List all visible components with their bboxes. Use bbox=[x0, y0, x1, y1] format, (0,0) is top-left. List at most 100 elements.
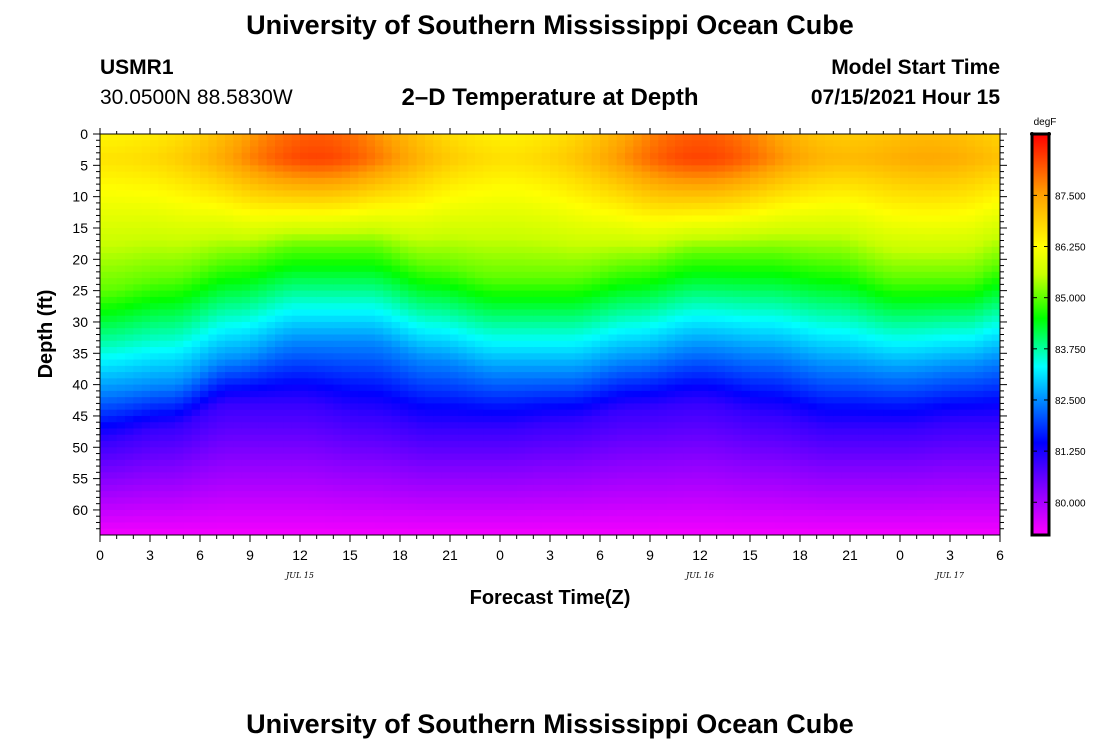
heatmap-cell bbox=[525, 278, 534, 285]
heatmap-cell bbox=[133, 447, 143, 455]
heatmap-cell bbox=[141, 384, 151, 392]
heatmap-cell bbox=[708, 215, 718, 223]
heatmap-cell bbox=[600, 516, 609, 524]
heatmap-cell bbox=[541, 265, 551, 273]
heatmap-cell bbox=[350, 441, 359, 448]
heatmap-cell bbox=[316, 390, 326, 398]
heatmap-cell bbox=[500, 503, 509, 511]
heatmap-cell bbox=[691, 271, 701, 279]
heatmap-cell bbox=[625, 497, 634, 505]
heatmap-cell bbox=[283, 397, 293, 405]
heatmap-cell bbox=[458, 140, 468, 148]
heatmap-cell bbox=[458, 284, 468, 292]
heatmap-cell bbox=[266, 441, 276, 448]
heatmap-cell bbox=[400, 466, 409, 473]
heatmap-cell bbox=[250, 422, 259, 430]
heatmap-cell bbox=[275, 271, 284, 279]
heatmap-cell bbox=[241, 165, 251, 173]
heatmap-cell bbox=[591, 209, 601, 217]
heatmap-cell bbox=[116, 390, 126, 398]
heatmap-cell bbox=[508, 227, 518, 235]
heatmap-cell bbox=[608, 428, 618, 436]
heatmap-cell bbox=[316, 234, 326, 242]
heatmap-cell bbox=[308, 240, 318, 248]
heatmap-cell bbox=[291, 422, 301, 430]
heatmap-cell bbox=[641, 165, 651, 173]
heatmap-cell bbox=[558, 390, 568, 398]
heatmap-cell bbox=[333, 491, 343, 499]
heatmap-cell bbox=[666, 152, 676, 160]
heatmap-cell bbox=[350, 415, 359, 423]
heatmap-cell bbox=[133, 259, 143, 267]
heatmap-cell bbox=[325, 171, 334, 179]
heatmap-cell bbox=[733, 221, 743, 229]
heatmap-cell bbox=[450, 509, 459, 517]
heatmap-cell bbox=[408, 528, 418, 535]
heatmap-cell bbox=[700, 522, 709, 530]
heatmap-cell bbox=[466, 478, 476, 486]
heatmap-cell bbox=[733, 246, 743, 254]
heatmap-cell bbox=[258, 359, 268, 367]
heatmap-cell bbox=[658, 196, 668, 204]
heatmap-cell bbox=[266, 221, 276, 229]
heatmap-cell bbox=[350, 165, 359, 173]
heatmap-cell bbox=[616, 221, 626, 229]
heatmap-cell bbox=[350, 353, 359, 361]
heatmap-cell bbox=[658, 522, 668, 530]
heatmap-cell bbox=[200, 384, 209, 392]
heatmap-cell bbox=[675, 184, 684, 191]
heatmap-cell bbox=[325, 253, 334, 260]
heatmap-cell bbox=[308, 466, 318, 473]
heatmap-cell bbox=[325, 134, 334, 141]
heatmap-cell bbox=[625, 221, 634, 229]
heatmap-cell bbox=[391, 390, 401, 398]
heatmap-cell bbox=[358, 491, 368, 499]
heatmap-cell bbox=[500, 234, 509, 242]
heatmap-cell bbox=[275, 140, 284, 148]
heatmap-cell bbox=[266, 165, 276, 173]
heatmap-cell bbox=[391, 478, 401, 486]
heatmap-cell bbox=[233, 497, 243, 505]
heatmap-cell bbox=[608, 497, 618, 505]
heatmap-cell bbox=[475, 284, 484, 292]
heatmap-cell bbox=[458, 221, 468, 229]
heatmap-cell bbox=[475, 196, 484, 204]
heatmap-cell bbox=[700, 528, 709, 535]
heatmap-cell bbox=[283, 378, 293, 386]
heatmap-cell bbox=[458, 177, 468, 185]
heatmap-cell bbox=[691, 365, 701, 373]
heatmap-cell bbox=[691, 278, 701, 285]
heatmap-cell bbox=[391, 209, 401, 217]
heatmap-cell bbox=[200, 372, 209, 379]
heatmap-cell bbox=[341, 140, 351, 148]
heatmap-cell bbox=[325, 140, 334, 148]
heatmap-cell bbox=[516, 240, 526, 248]
heatmap-cell bbox=[108, 290, 118, 298]
heatmap-cell bbox=[141, 334, 151, 342]
heatmap-cell bbox=[250, 453, 259, 461]
heatmap-cell bbox=[141, 390, 151, 398]
heatmap-cell bbox=[283, 509, 293, 517]
heatmap-cell bbox=[483, 159, 493, 166]
heatmap-cell bbox=[375, 240, 384, 248]
heatmap-cell bbox=[366, 472, 376, 480]
heatmap-cell bbox=[633, 309, 643, 317]
heatmap-cell bbox=[250, 321, 259, 329]
heatmap-cell bbox=[100, 140, 109, 148]
heatmap-cell bbox=[358, 284, 368, 292]
heatmap-cell bbox=[341, 303, 351, 311]
heatmap-cell bbox=[391, 447, 401, 455]
heatmap-cell bbox=[483, 171, 493, 179]
heatmap-cell bbox=[458, 334, 468, 342]
heatmap-cell bbox=[675, 334, 684, 342]
heatmap-cell bbox=[100, 227, 109, 235]
heatmap-cell bbox=[600, 265, 609, 273]
heatmap-cell bbox=[650, 334, 659, 342]
heatmap-cell bbox=[341, 403, 351, 411]
heatmap-cell bbox=[566, 303, 576, 311]
heatmap-cell bbox=[366, 484, 376, 492]
heatmap-cell bbox=[383, 422, 393, 430]
heatmap-cell bbox=[175, 466, 184, 473]
heatmap-cell bbox=[308, 397, 318, 405]
heatmap-cell bbox=[733, 497, 743, 505]
